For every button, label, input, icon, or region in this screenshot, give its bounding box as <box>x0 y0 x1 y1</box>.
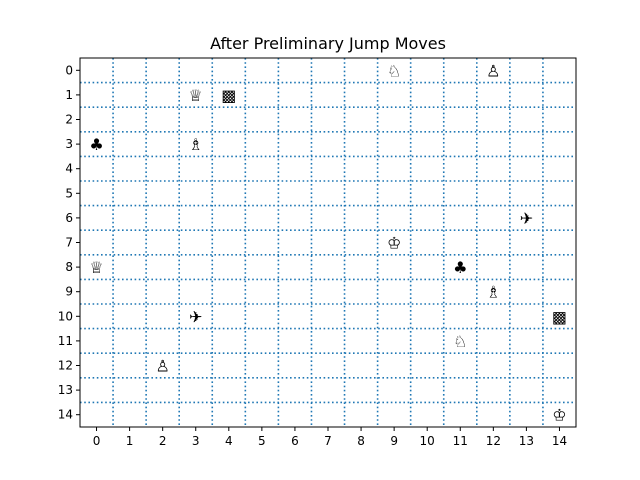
airplane-icon[interactable]: ✈ <box>189 307 202 326</box>
white-queen-icon[interactable]: ♕ <box>89 258 103 277</box>
white-queen-icon[interactable]: ♕ <box>189 86 203 105</box>
white-bishop-icon[interactable]: ♗ <box>486 283 500 302</box>
board-frame <box>79 57 577 428</box>
y-tick-label: 12 <box>58 359 73 373</box>
x-tick-label: 14 <box>552 434 567 448</box>
y-tick-label: 10 <box>58 309 73 323</box>
x-tick-label: 5 <box>258 434 266 448</box>
x-tick-label: 10 <box>420 434 435 448</box>
y-tick-label: 2 <box>65 113 73 127</box>
board-title: After Preliminary Jump Moves <box>210 34 446 53</box>
white-pawn-icon[interactable]: ♙ <box>155 357 169 376</box>
x-tick-label: 6 <box>291 434 299 448</box>
y-tick-label: 7 <box>65 236 73 250</box>
x-tick-label: 12 <box>486 434 501 448</box>
checkered-block-icon[interactable]: ▩ <box>221 86 236 105</box>
white-bishop-icon[interactable]: ♗ <box>189 135 203 154</box>
x-tick-label: 13 <box>519 434 534 448</box>
club-icon[interactable]: ♣ <box>453 258 467 277</box>
y-tick-label: 4 <box>65 162 73 176</box>
y-tick-label: 8 <box>65 260 73 274</box>
white-knight-icon[interactable]: ♘ <box>453 332 467 351</box>
club-icon[interactable]: ♣ <box>89 135 103 154</box>
y-tick-label: 13 <box>58 383 73 397</box>
y-tick-label: 5 <box>65 186 73 200</box>
x-tick-label: 3 <box>192 434 200 448</box>
airplane-icon[interactable]: ✈ <box>520 209 533 228</box>
x-tick-label: 8 <box>357 434 365 448</box>
x-tick-label: 7 <box>324 434 332 448</box>
x-tick-label: 2 <box>159 434 167 448</box>
board-grid <box>80 58 576 427</box>
white-knight-icon[interactable]: ♘ <box>387 61 401 80</box>
x-tick-label: 11 <box>453 434 468 448</box>
white-king-icon[interactable]: ♔ <box>387 234 401 253</box>
checkered-block-icon[interactable]: ▩ <box>552 307 567 326</box>
y-tick-label: 9 <box>65 285 73 299</box>
x-tick-label: 4 <box>225 434 233 448</box>
y-tick-label: 11 <box>58 334 73 348</box>
y-tick-label: 3 <box>65 137 73 151</box>
y-tick-label: 1 <box>65 88 73 102</box>
x-tick-label: 9 <box>390 434 398 448</box>
white-pawn-icon[interactable]: ♙ <box>486 61 500 80</box>
y-tick-label: 6 <box>65 211 73 225</box>
board-pieces: ♘ ♙ ♕ ▩ ♣ ♗ ✈ ♔ ♕ ♣ ♗ ✈ ▩ ♘ ♙ ♔ <box>89 61 567 424</box>
x-tick-label: 1 <box>126 434 134 448</box>
white-king-icon[interactable]: ♔ <box>552 406 566 425</box>
x-tick-label: 0 <box>93 434 101 448</box>
y-tick-label: 0 <box>65 63 73 77</box>
y-tick-label: 14 <box>58 408 73 422</box>
